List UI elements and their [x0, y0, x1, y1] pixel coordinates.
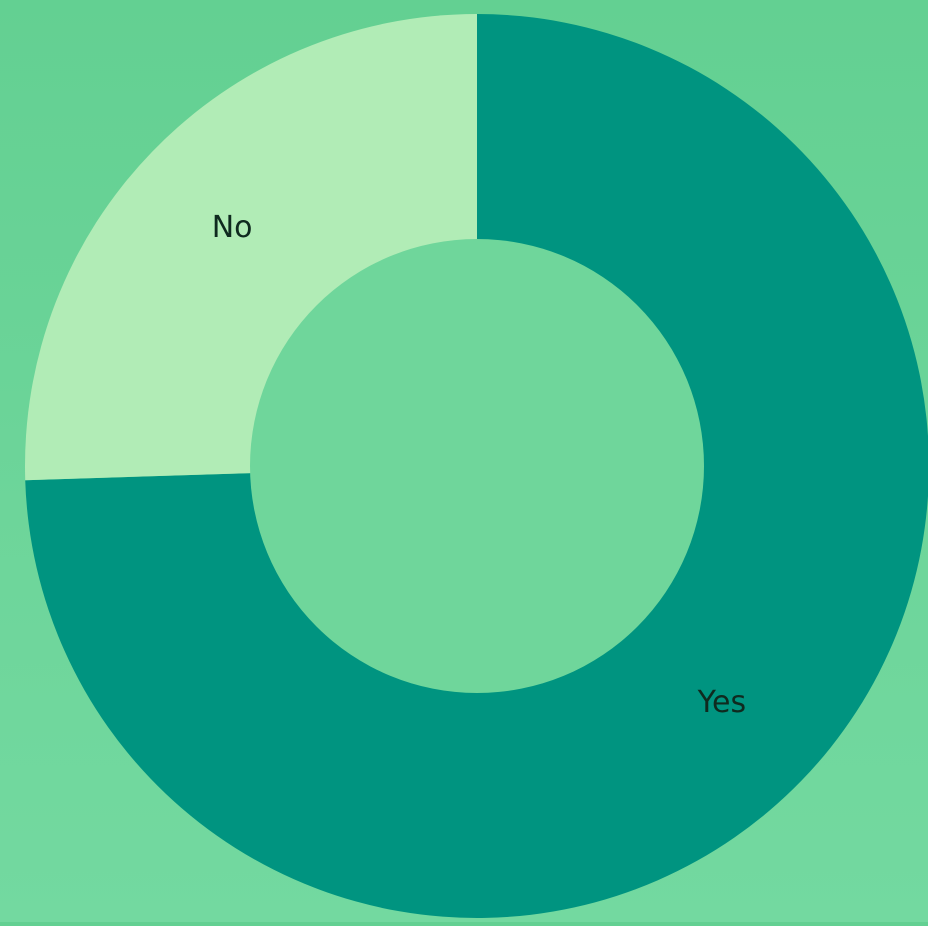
- slice-label-no: No: [212, 210, 253, 245]
- donut-center-hole: [250, 239, 704, 693]
- donut-labels: Yes No: [212, 210, 746, 720]
- slice-yes: [25, 14, 928, 918]
- slice-label-yes: Yes: [697, 685, 746, 720]
